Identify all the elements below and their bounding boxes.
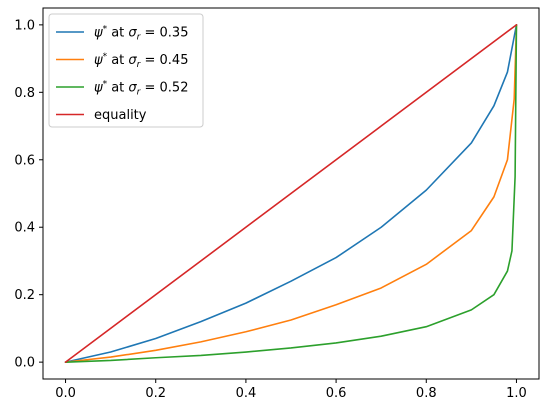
legend-label-3: equality [94,108,147,123]
series-line-0 [64,24,518,363]
y-tick-label: 0.0 [14,356,35,371]
series-line-3 [64,24,518,363]
y-tick-label: 1.0 [14,18,35,33]
x-tick-label: 0.2 [145,386,166,401]
x-tick-label: 0.4 [236,386,257,401]
x-tick-label: 1.0 [506,386,527,401]
series-line-1 [64,24,518,363]
legend: ψ* at σr = 0.35 ψ* at σr = 0.45 ψ* at σr =… [48,13,204,128]
legend-label-2: ψ* at σr = 0.52 [94,80,188,98]
y-tick-label: 0.8 [14,86,35,101]
x-tick-label: 0.0 [55,386,76,401]
y-tick-label: 0.6 [14,153,35,168]
legend-box [48,13,204,128]
y-tick-label: 0.2 [14,288,35,303]
x-tick-label: 0.8 [416,386,437,401]
y-tick-label: 0.4 [14,221,35,236]
y-axis: 0.0 0.2 0.4 0.6 0.8 1.0 [14,18,43,371]
x-axis: 0.0 0.2 0.4 0.6 0.8 1.0 [55,379,527,401]
x-tick-label: 0.6 [326,386,347,401]
plot-lines [64,24,518,363]
legend-label-1: ψ* at σr = 0.45 [94,52,188,70]
legend-label-0: ψ* at σr = 0.35 [94,25,188,43]
axes-frame [42,7,540,380]
series-line-2 [64,24,518,363]
